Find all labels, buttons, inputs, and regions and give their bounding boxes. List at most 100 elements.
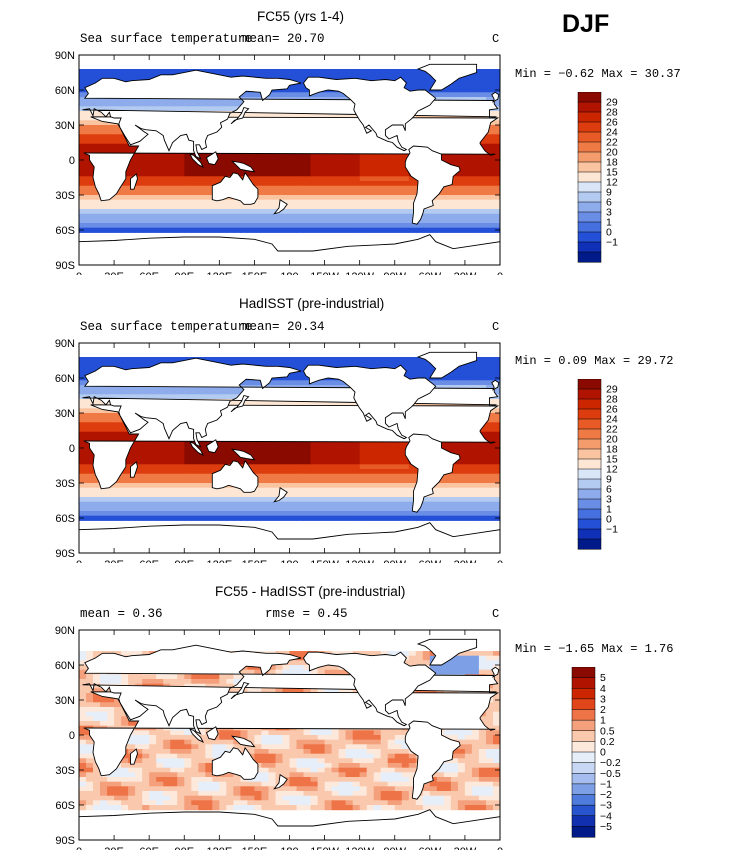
- ocean-cell: [486, 655, 494, 661]
- ocean-cell: [366, 511, 375, 517]
- ocean-cell: [464, 655, 473, 661]
- ocean-cell: [79, 688, 87, 694]
- ocean-cell: [261, 218, 269, 224]
- ocean-cell: [205, 674, 213, 680]
- ocean-cell: [303, 227, 311, 233]
- ocean-cell: [268, 157, 276, 163]
- ocean-cell: [247, 157, 255, 163]
- ocean-cell: [296, 515, 304, 521]
- ocean-cell: [331, 176, 340, 182]
- ocean-cell: [100, 492, 108, 498]
- ocean-cell: [478, 185, 487, 191]
- ocean-cell: [471, 213, 480, 219]
- colorbar-swatch: [577, 251, 602, 263]
- ocean-cell: [331, 185, 340, 191]
- ocean-cell: [282, 445, 290, 451]
- ocean-cell: [331, 153, 340, 159]
- ocean-cell: [156, 464, 164, 470]
- ocean-cell: [296, 204, 304, 210]
- ocean-cell: [380, 73, 389, 79]
- ocean-cell: [247, 464, 255, 470]
- ocean-cell: [310, 92, 319, 98]
- coastline-sumatra: [189, 153, 205, 168]
- ocean-cell: [317, 501, 326, 507]
- ocean-cell: [408, 469, 417, 475]
- ocean-cell: [219, 209, 227, 215]
- ocean-cell: [156, 190, 164, 196]
- ocean-cell: [289, 185, 297, 191]
- ocean-cell: [170, 473, 178, 479]
- colorbar-swatch: [577, 221, 602, 233]
- ocean-cell: [226, 455, 234, 461]
- ocean-cell: [478, 157, 487, 163]
- ocean-cell: [226, 497, 234, 503]
- ocean-cell: [478, 218, 487, 224]
- ocean-cell: [121, 227, 129, 233]
- ocean-cell: [324, 199, 333, 205]
- ocean-cell: [373, 357, 382, 363]
- ocean-cell: [450, 87, 459, 93]
- ocean-cell: [198, 506, 206, 512]
- ocean-cell: [486, 78, 494, 84]
- ocean-cell: [114, 478, 122, 484]
- ocean-cell: [450, 157, 459, 163]
- ocean-cell: [450, 492, 459, 498]
- ocean-cell: [310, 469, 319, 475]
- ocean-cell: [317, 69, 326, 75]
- ocean-cell: [156, 162, 164, 168]
- ocean-cell: [450, 83, 459, 89]
- ocean-cell: [493, 413, 501, 419]
- ocean-cell: [212, 469, 220, 475]
- ocean-cell: [436, 204, 445, 210]
- ocean-cell: [135, 515, 143, 521]
- ocean-cell: [205, 483, 213, 489]
- ocean-cell: [317, 506, 326, 512]
- ocean-cell: [261, 181, 269, 187]
- ocean-cell: [156, 389, 164, 395]
- ocean-cell: [486, 185, 494, 191]
- ocean-cell: [177, 167, 185, 173]
- ocean-cell: [457, 375, 466, 381]
- ocean-cell: [436, 511, 445, 517]
- ocean-cell: [163, 506, 171, 512]
- ocean-cell: [317, 441, 326, 447]
- ocean-cell: [471, 366, 480, 372]
- ocean-cell: [233, 487, 241, 493]
- ocean-cell: [380, 361, 389, 367]
- ocean-cell: [93, 399, 101, 405]
- ocean-cell: [86, 674, 94, 680]
- panel-3-title: FC55 - HadISST (pre-industrial): [215, 584, 406, 599]
- ocean-cell: [261, 209, 269, 215]
- ocean-cell: [366, 497, 375, 503]
- ocean-cell: [205, 101, 213, 107]
- ocean-cell: [296, 478, 304, 484]
- ocean-cell: [429, 227, 438, 233]
- ocean-cell: [268, 361, 276, 367]
- ocean-cell: [170, 450, 178, 456]
- ocean-cell: [289, 162, 297, 168]
- ocean-cell: [79, 450, 87, 456]
- ocean-cell: [289, 441, 297, 447]
- colorbar-label: 22: [606, 137, 618, 149]
- ocean-cell: [380, 497, 389, 503]
- ocean-cell: [191, 167, 199, 173]
- ocean-cell: [163, 492, 171, 498]
- ocean-cell: [121, 97, 129, 103]
- ocean-cell: [226, 204, 234, 210]
- ocean-cell: [310, 181, 319, 187]
- ocean-cell: [471, 492, 480, 498]
- ocean-cell: [156, 459, 164, 465]
- ocean-cell: [100, 515, 108, 521]
- ocean-cell: [478, 669, 487, 675]
- ocean-cell: [486, 422, 494, 428]
- ocean-cell: [324, 209, 333, 215]
- ocean-cell: [352, 464, 361, 470]
- ocean-cell: [268, 497, 276, 503]
- ocean-cell: [457, 665, 466, 671]
- ocean-cell: [310, 69, 319, 75]
- ocean-cell: [443, 92, 452, 98]
- ocean-cell: [471, 153, 480, 159]
- ocean-cell: [163, 511, 171, 517]
- ocean-cell: [303, 497, 311, 503]
- ocean-cell: [79, 483, 87, 489]
